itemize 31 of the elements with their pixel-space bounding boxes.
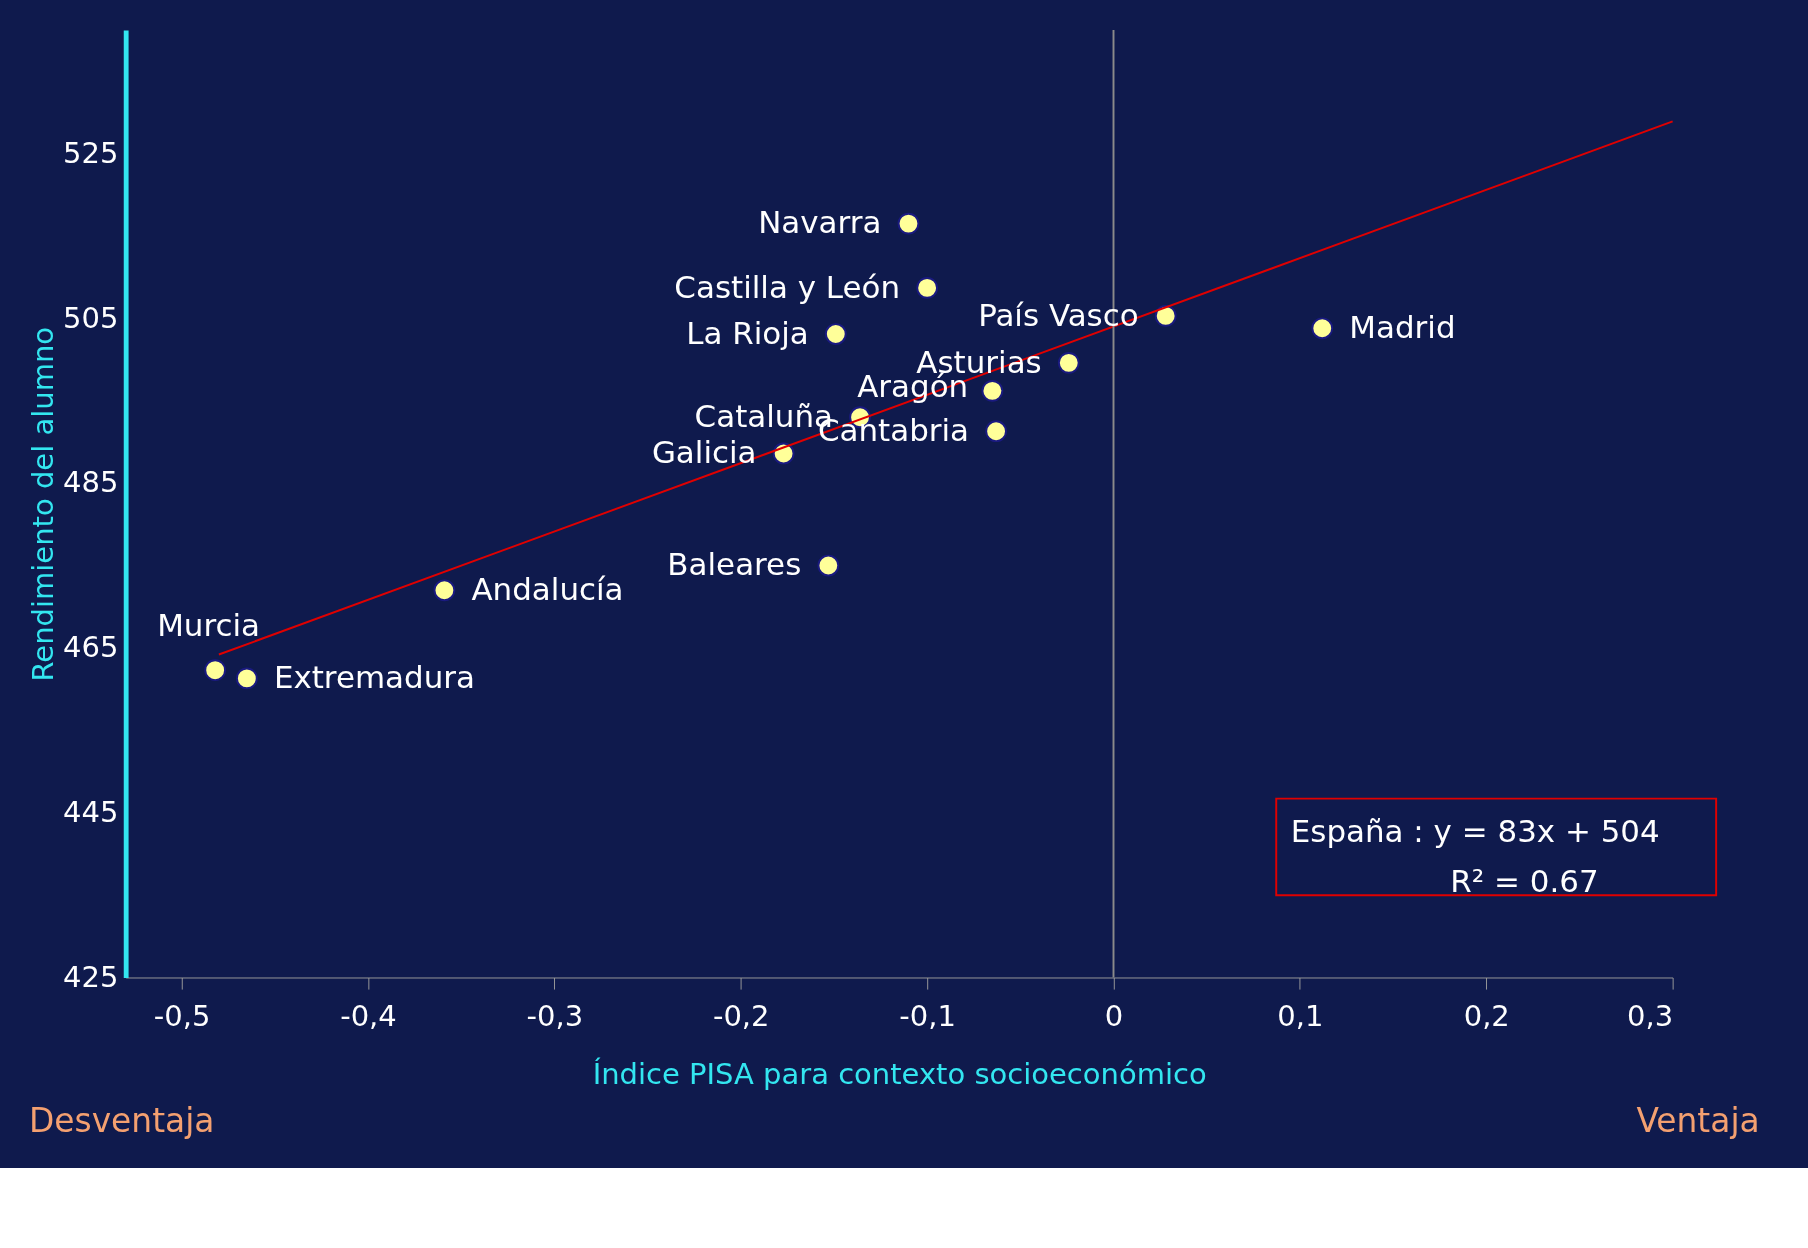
x-tick-label: -0,2: [712, 999, 770, 1034]
annotation: Castilla y León: [674, 268, 901, 305]
annotation: R² = 0.67: [1450, 863, 1599, 900]
text: Ventaja: [1636, 1101, 1760, 1141]
x-tick-label: -0,5: [153, 999, 211, 1034]
annotation: Murcia: [157, 607, 260, 644]
annotation: Extremadura: [273, 659, 475, 696]
x-axis-title: Índice PISA para contexto socioeconómico: [592, 1057, 1207, 1092]
y-tick-label: 525: [63, 135, 119, 170]
annotation: Andalucía: [471, 570, 624, 607]
annotation: País Vasco: [978, 296, 1139, 333]
x-tick-label: -0,3: [526, 999, 584, 1034]
x-tick-label: 0,2: [1463, 999, 1510, 1034]
y-tick-label: 465: [63, 630, 119, 665]
x-tick-label: 0,1: [1277, 999, 1324, 1034]
annotation: Baleares: [667, 546, 802, 583]
x-tick-label: 0,3: [1627, 999, 1674, 1034]
y-axis-title: Rendimiento del alumno: [26, 326, 61, 682]
y-tick-label: 445: [63, 794, 119, 829]
annotation: Galicia: [651, 434, 757, 471]
y-tick-label: 505: [63, 300, 119, 335]
annotation: Madrid: [1349, 308, 1456, 345]
text: Desventaja: [29, 1101, 215, 1141]
x-tick-label: -0,4: [340, 999, 397, 1034]
x-tick-label: -0,1: [899, 999, 956, 1034]
annotation: España : y = 83x + 504: [1290, 813, 1660, 850]
annotation: La Rioja: [686, 314, 809, 351]
y-tick-label: 485: [63, 465, 119, 500]
y-tick-label: 425: [63, 959, 119, 994]
annotation: Navarra: [758, 204, 882, 241]
x-tick-label: 0: [1104, 999, 1124, 1034]
